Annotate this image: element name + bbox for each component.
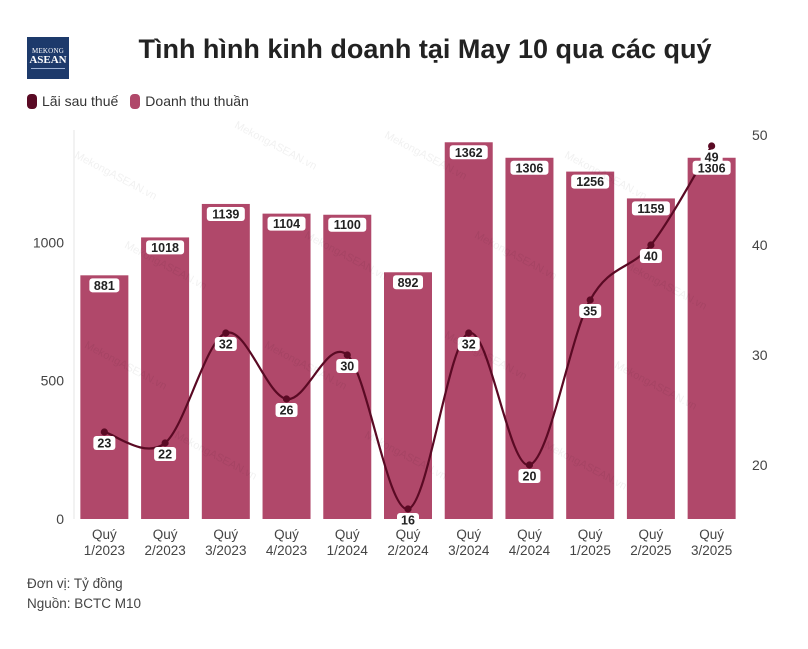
x-tick-label: Quý 3/2025 [691, 527, 732, 558]
legend-swatch-profit [27, 93, 37, 109]
profit-data-label: 16 [401, 514, 415, 528]
chart-legend: Lãi sau thuế Doanh thu thuần [27, 93, 249, 109]
revenue-data-label-bg [510, 160, 549, 175]
profit-point [100, 428, 108, 436]
profit-data-label: 40 [644, 250, 658, 264]
revenue-data-label-bg [449, 145, 488, 160]
source-note: Nguồn: BCTC M10 [27, 596, 142, 611]
profit-point [525, 461, 534, 469]
profit-point [282, 395, 291, 403]
x-tick-label: Quý 2/2025 [630, 527, 671, 558]
profit-data-label: 32 [462, 338, 476, 352]
logo-line1: MEKONG [32, 46, 64, 55]
x-tick-label: Quý 4/2024 [509, 527, 551, 558]
revenue-data-label: 1306 [698, 161, 726, 175]
revenue-data-label: 1306 [516, 161, 544, 175]
y-left-tick-label: 1000 [33, 234, 64, 250]
x-tick-label: Quý 1/2024 [327, 527, 369, 558]
revenue-data-label-bg [631, 201, 670, 216]
logo-line2: ASEAN [29, 53, 67, 66]
x-tick-label: Quý 3/2024 [448, 527, 490, 558]
revenue-data-label: 1104 [273, 217, 300, 231]
revenue-data-label: 1159 [637, 202, 664, 216]
revenue-data-label: 1100 [334, 218, 361, 232]
revenue-bar [80, 275, 129, 519]
profit-point [708, 142, 716, 150]
profit-data-label: 30 [340, 360, 354, 374]
profit-data-label-bg [397, 513, 419, 527]
profit-data-label-bg [214, 337, 237, 351]
revenue-data-label: 1018 [151, 241, 179, 255]
y-left-tick-label: 0 [56, 511, 64, 527]
legend-label-revenue: Doanh thu thuần [145, 93, 249, 109]
revenue-data-label-bg [328, 217, 367, 232]
profit-data-label: 32 [219, 338, 233, 352]
profit-point [586, 296, 594, 304]
revenue-bar [262, 213, 311, 519]
profit-data-label-bg [639, 249, 662, 263]
profit-point [222, 329, 230, 337]
revenue-data-label-bg [267, 216, 306, 231]
profit-point [161, 439, 169, 447]
profit-data-label: 20 [523, 470, 537, 484]
legend-swatch-revenue [130, 93, 141, 109]
profit-data-label-bg [579, 304, 602, 318]
legend-label-profit: Lãi sau thuế [42, 93, 119, 109]
x-tick-label: Quý 1/2025 [570, 527, 611, 558]
chart-title: Tình hình kinh doanh tại May 10 qua các … [138, 34, 712, 64]
profit-point [465, 329, 473, 337]
profit-data-label-bg [154, 447, 177, 461]
combo-chart: 0 500 1000 20 30 40 50 Quý 1/2023 Quý 2/2023 Quý 3/2… [33, 127, 768, 558]
revenue-data-label-bg [571, 174, 610, 189]
revenue-data-label: 1256 [576, 175, 604, 189]
x-tick-label: Quý 2/2024 [387, 527, 429, 558]
revenue-data-label-bg [89, 278, 120, 293]
profit-data-label: 23 [97, 437, 111, 451]
profit-point [404, 505, 412, 513]
profit-data-label: 22 [158, 448, 172, 462]
logo-rule [31, 67, 65, 69]
y-right-tick-label: 50 [752, 127, 768, 143]
y-right-tick-label: 30 [752, 347, 768, 363]
profit-data-label-bg [700, 150, 723, 164]
revenue-data-label: 1139 [212, 207, 239, 221]
revenue-bar [687, 157, 736, 519]
revenue-data-label: 1362 [455, 146, 483, 160]
profit-data-label-bg [275, 403, 298, 417]
mekong-asean-logo: MEKONG ASEAN [27, 37, 69, 79]
profit-data-label-bg [518, 469, 541, 483]
profit-data-label: 35 [583, 305, 597, 319]
unit-note: Đơn vị: Tỷ đồng [27, 576, 123, 591]
profit-data-label: 49 [705, 151, 719, 165]
profit-data-label-bg [457, 337, 480, 351]
revenue-bar [141, 237, 190, 519]
revenue-data-label: 881 [94, 279, 115, 293]
revenue-data-label-bg [206, 206, 245, 221]
y-left-tick-label: 500 [41, 373, 65, 389]
revenue-data-label: 892 [398, 276, 419, 290]
profit-data-label-bg [336, 359, 359, 373]
revenue-bar [201, 203, 250, 519]
profit-data-label-bg [93, 436, 116, 450]
revenue-data-label-bg [146, 240, 185, 255]
revenue-data-label-bg [692, 160, 731, 175]
profit-point [647, 241, 655, 249]
profit-point [343, 351, 351, 359]
legend-item-revenue[interactable]: Doanh thu thuần [130, 93, 249, 109]
revenue-bar [505, 157, 554, 519]
x-tick-label: Quý 4/2023 [266, 527, 307, 558]
y-right-tick-label: 20 [752, 457, 768, 473]
y-right-tick-label: 40 [752, 237, 768, 253]
x-tick-label: Quý 1/2023 [84, 527, 125, 558]
profit-data-label: 26 [280, 404, 294, 418]
x-tick-label: Quý 2/2023 [144, 527, 185, 558]
legend-item-profit[interactable]: Lãi sau thuế [27, 93, 118, 109]
x-tick-label: Quý 3/2023 [205, 527, 246, 558]
revenue-data-label-bg [393, 275, 423, 290]
